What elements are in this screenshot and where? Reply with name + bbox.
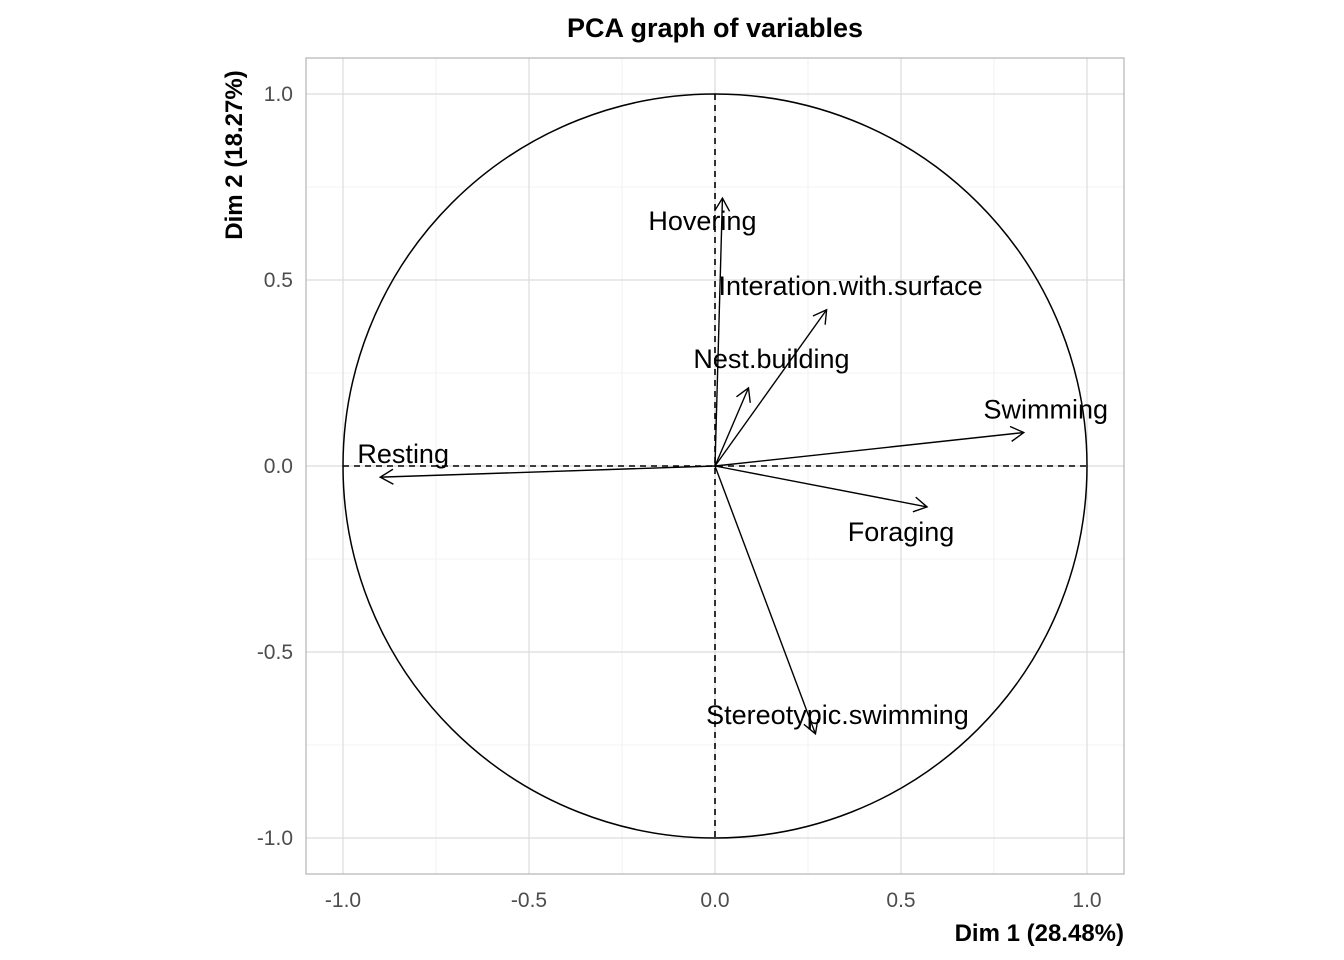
- variable-label-stereotypic-swimming: Stereotypic.swimming: [706, 700, 969, 730]
- variable-label-resting: Resting: [357, 439, 449, 469]
- arrow-shaft: [714, 387, 750, 467]
- x-axis-title: Dim 1 (28.48%): [955, 920, 1124, 947]
- x-tick-label: 1.0: [1072, 889, 1101, 912]
- arrow-shaft: [714, 309, 828, 467]
- arrow-head: [378, 468, 394, 485]
- arrow-foraging: [714, 465, 929, 513]
- x-tick-label: 0.0: [700, 889, 729, 912]
- arrow-shaft: [714, 465, 817, 735]
- arrow-stereotypic-swimming: [714, 465, 819, 736]
- variable-label-swimming: Swimming: [983, 395, 1108, 425]
- arrow-head: [812, 308, 828, 325]
- x-tick-label: -0.5: [511, 889, 547, 912]
- y-tick-label: -0.5: [257, 641, 293, 664]
- y-tick-label: 1.0: [264, 83, 293, 106]
- variable-label-foraging: Foraging: [848, 517, 955, 547]
- y-tick-label: 0.0: [264, 455, 293, 478]
- arrow-shaft: [380, 465, 716, 478]
- arrow-resting: [378, 465, 716, 485]
- tick-labels: -1.0 -0.5 0.0 0.5 1.0 -1.0 -0.5 0.0 0.5 1.0: [257, 83, 1102, 912]
- arrow-shaft: [714, 431, 1024, 467]
- arrow-head: [736, 386, 751, 403]
- arrow-head: [1009, 425, 1026, 442]
- arrow-nest-building: [714, 386, 751, 467]
- arrow-shaft: [714, 198, 724, 467]
- y-tick-label: 0.5: [264, 269, 293, 292]
- variable-label-nest-building: Nest.building: [693, 344, 849, 374]
- arrow-head: [912, 496, 929, 513]
- arrow-shaft: [714, 465, 928, 508]
- x-tick-label: 0.5: [886, 889, 915, 912]
- variable-labels: Hovering Interation.with.surface Nest.buil…: [357, 206, 1108, 730]
- arrow-interation-with-surface: [714, 308, 828, 467]
- arrow-head: [713, 196, 731, 212]
- variable-label-hovering: Hovering: [648, 206, 756, 236]
- arrow-swimming: [714, 425, 1026, 467]
- y-axis-title: Dim 2 (18.27%): [221, 70, 248, 239]
- variable-label-interation-with-surface: Interation.with.surface: [719, 271, 983, 301]
- x-tick-label: -1.0: [325, 889, 361, 912]
- y-tick-label: -1.0: [257, 827, 293, 850]
- arrow-hovering: [713, 196, 731, 467]
- unit-circle-layer: [342, 93, 1088, 839]
- arrows: [378, 196, 1026, 736]
- chart-title: PCA graph of variables: [567, 13, 863, 43]
- plot-panel-border: [305, 57, 1125, 875]
- arrow-head: [803, 718, 819, 736]
